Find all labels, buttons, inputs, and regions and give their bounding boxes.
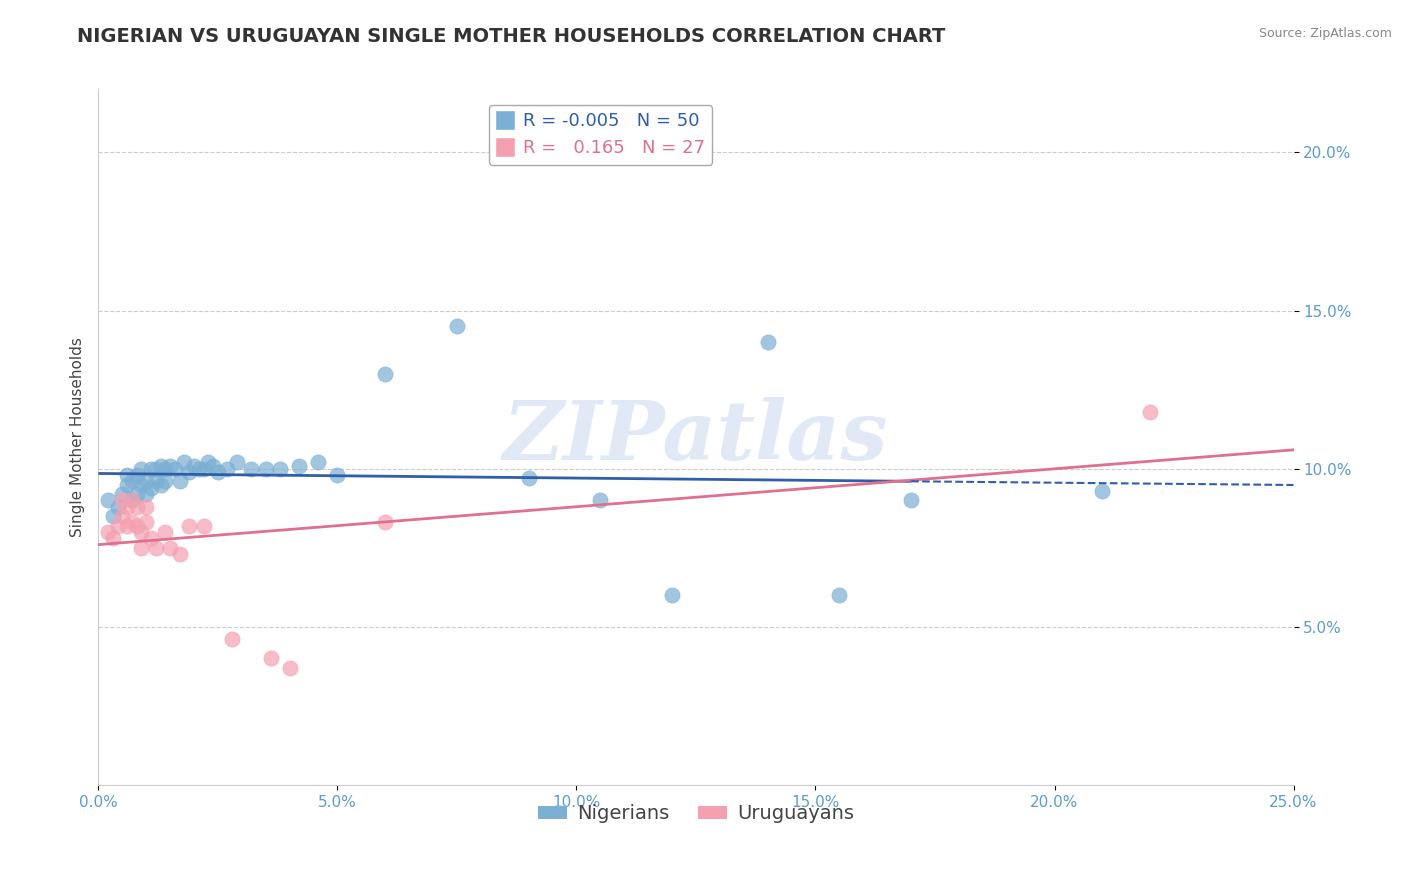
- Point: [756, 335, 779, 350]
- Point: [240, 461, 263, 475]
- Point: [374, 367, 396, 381]
- Point: [145, 541, 167, 555]
- Point: [155, 524, 177, 539]
- Point: [97, 493, 120, 508]
- Point: [183, 458, 205, 473]
- Point: [828, 588, 851, 602]
- Point: [254, 461, 277, 475]
- Point: [125, 487, 148, 501]
- Point: [307, 455, 329, 469]
- Point: [121, 475, 143, 489]
- Point: [226, 455, 249, 469]
- Point: [169, 475, 191, 489]
- Point: [900, 493, 922, 508]
- Point: [139, 531, 162, 545]
- Point: [115, 500, 138, 514]
- Text: Source: ZipAtlas.com: Source: ZipAtlas.com: [1258, 27, 1392, 40]
- Point: [111, 509, 134, 524]
- Point: [101, 531, 124, 545]
- Point: [145, 461, 167, 475]
- Point: [97, 524, 120, 539]
- Point: [139, 461, 162, 475]
- Point: [202, 458, 225, 473]
- Point: [111, 487, 134, 501]
- Point: [125, 468, 148, 483]
- Y-axis label: Single Mother Households: Single Mother Households: [69, 337, 84, 537]
- Point: [517, 471, 540, 485]
- Point: [1091, 483, 1114, 498]
- Point: [125, 500, 148, 514]
- Point: [131, 524, 153, 539]
- Point: [197, 455, 219, 469]
- Point: [207, 465, 229, 479]
- Point: [155, 461, 177, 475]
- Point: [135, 475, 157, 489]
- Point: [139, 481, 162, 495]
- Point: [107, 500, 129, 514]
- Point: [159, 458, 181, 473]
- Point: [135, 500, 157, 514]
- Point: [163, 461, 186, 475]
- Point: [326, 468, 349, 483]
- Text: ZIPatlas: ZIPatlas: [503, 397, 889, 477]
- Point: [288, 458, 311, 473]
- Point: [259, 651, 281, 665]
- Point: [155, 475, 177, 489]
- Point: [131, 477, 153, 491]
- Point: [193, 518, 215, 533]
- Point: [374, 516, 396, 530]
- Point: [121, 516, 143, 530]
- Point: [131, 541, 153, 555]
- Point: [173, 455, 195, 469]
- Point: [107, 518, 129, 533]
- Point: [589, 493, 612, 508]
- Point: [111, 493, 134, 508]
- Point: [135, 487, 157, 501]
- Point: [115, 477, 138, 491]
- Point: [446, 319, 468, 334]
- Point: [193, 461, 215, 475]
- Point: [179, 518, 201, 533]
- Point: [179, 465, 201, 479]
- Point: [661, 588, 683, 602]
- Point: [187, 461, 209, 475]
- Point: [115, 468, 138, 483]
- Legend: Nigerians, Uruguayans: Nigerians, Uruguayans: [530, 797, 862, 831]
- Point: [121, 493, 143, 508]
- Point: [278, 661, 301, 675]
- Text: NIGERIAN VS URUGUAYAN SINGLE MOTHER HOUSEHOLDS CORRELATION CHART: NIGERIAN VS URUGUAYAN SINGLE MOTHER HOUS…: [77, 27, 946, 45]
- Point: [1139, 405, 1161, 419]
- Point: [135, 516, 157, 530]
- Point: [101, 509, 124, 524]
- Point: [149, 477, 172, 491]
- Point: [217, 461, 239, 475]
- Point: [149, 458, 172, 473]
- Point: [125, 518, 148, 533]
- Point: [115, 518, 138, 533]
- Point: [145, 475, 167, 489]
- Point: [121, 493, 143, 508]
- Point: [169, 547, 191, 561]
- Point: [159, 541, 181, 555]
- Point: [221, 632, 243, 647]
- Point: [269, 461, 291, 475]
- Point: [131, 461, 153, 475]
